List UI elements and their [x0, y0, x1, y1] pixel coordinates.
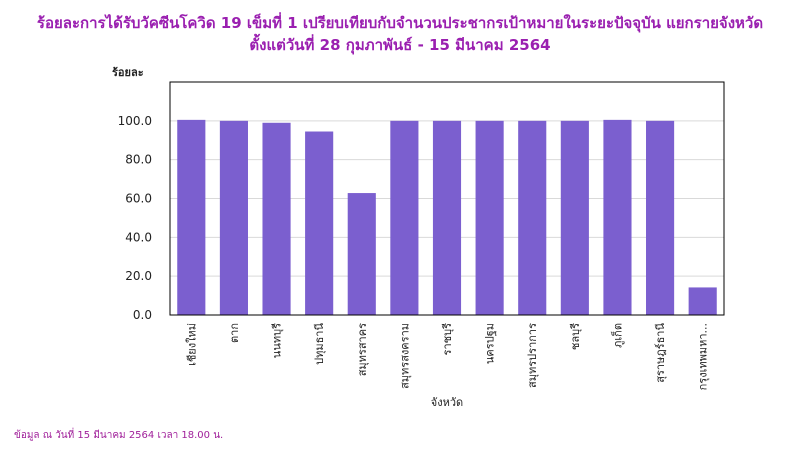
y-tick-label: 0.0 [133, 308, 152, 322]
y-tick-labels: 0.0 20.0 40.0 60.0 80.0 100.0 [118, 114, 152, 322]
y-tick-label: 60.0 [125, 192, 152, 206]
bar [603, 119, 632, 315]
chart-title-line-1: ร้อยละการได้รับวัคซีนโควิด 19 เข็มที่ 1 … [36, 14, 764, 32]
bar [219, 120, 248, 315]
bar [390, 120, 419, 315]
bar [518, 120, 547, 315]
bar [262, 122, 291, 316]
x-tick-label: ชลบุรี [569, 323, 582, 350]
bar [177, 119, 206, 315]
x-tick-label: ภูเก็ต [610, 323, 624, 348]
x-tick-label: นนทบุรี [271, 323, 284, 358]
bar [646, 120, 675, 315]
bar [347, 193, 376, 315]
bar [475, 120, 504, 315]
bar [305, 131, 334, 315]
x-tick-label: ตาก [228, 323, 241, 343]
x-tick-label: สมุทรสาคร [356, 323, 369, 376]
x-tick-label: เชียงใหม่ [185, 323, 198, 366]
x-tick-label: กรุงเทพมหา... [697, 323, 710, 390]
x-tick-label: สุราษฎร์ธานี [654, 323, 667, 383]
bar [560, 120, 589, 315]
y-tick-label: 20.0 [125, 269, 152, 283]
x-tick-label: นครปฐม [484, 323, 497, 364]
x-tick-label: ปทุมธานี [313, 323, 326, 365]
plot-frame [169, 81, 725, 316]
x-tick-label: ราชบุรี [441, 323, 454, 356]
chart-title-line-2: ตั้งแต่วันที่ 28 กุมภาพันธ์ - 15 มีนาคม … [249, 36, 551, 54]
y-tick-label: 100.0 [118, 114, 152, 128]
x-tick-label: สมุทรสงคราม [398, 323, 411, 389]
bar [688, 287, 717, 315]
data-footnote: ข้อมูล ณ วันที่ 15 มีนาคม 2564 เวลา 18.0… [14, 430, 224, 441]
x-tick-label: สมุทรปราการ [526, 323, 539, 388]
y-tick-label: 80.0 [125, 153, 152, 167]
bars [177, 119, 717, 316]
x-tick-labels: เชียงใหม่ ตาก นนทบุรี ปทุมธานี สมุทรสาคร สมุท… [185, 323, 709, 391]
x-axis-title: จังหวัด [431, 396, 463, 409]
y-tick-label: 40.0 [125, 230, 152, 244]
bar [432, 120, 462, 315]
y-unit-label: ร้อยละ [112, 66, 144, 79]
